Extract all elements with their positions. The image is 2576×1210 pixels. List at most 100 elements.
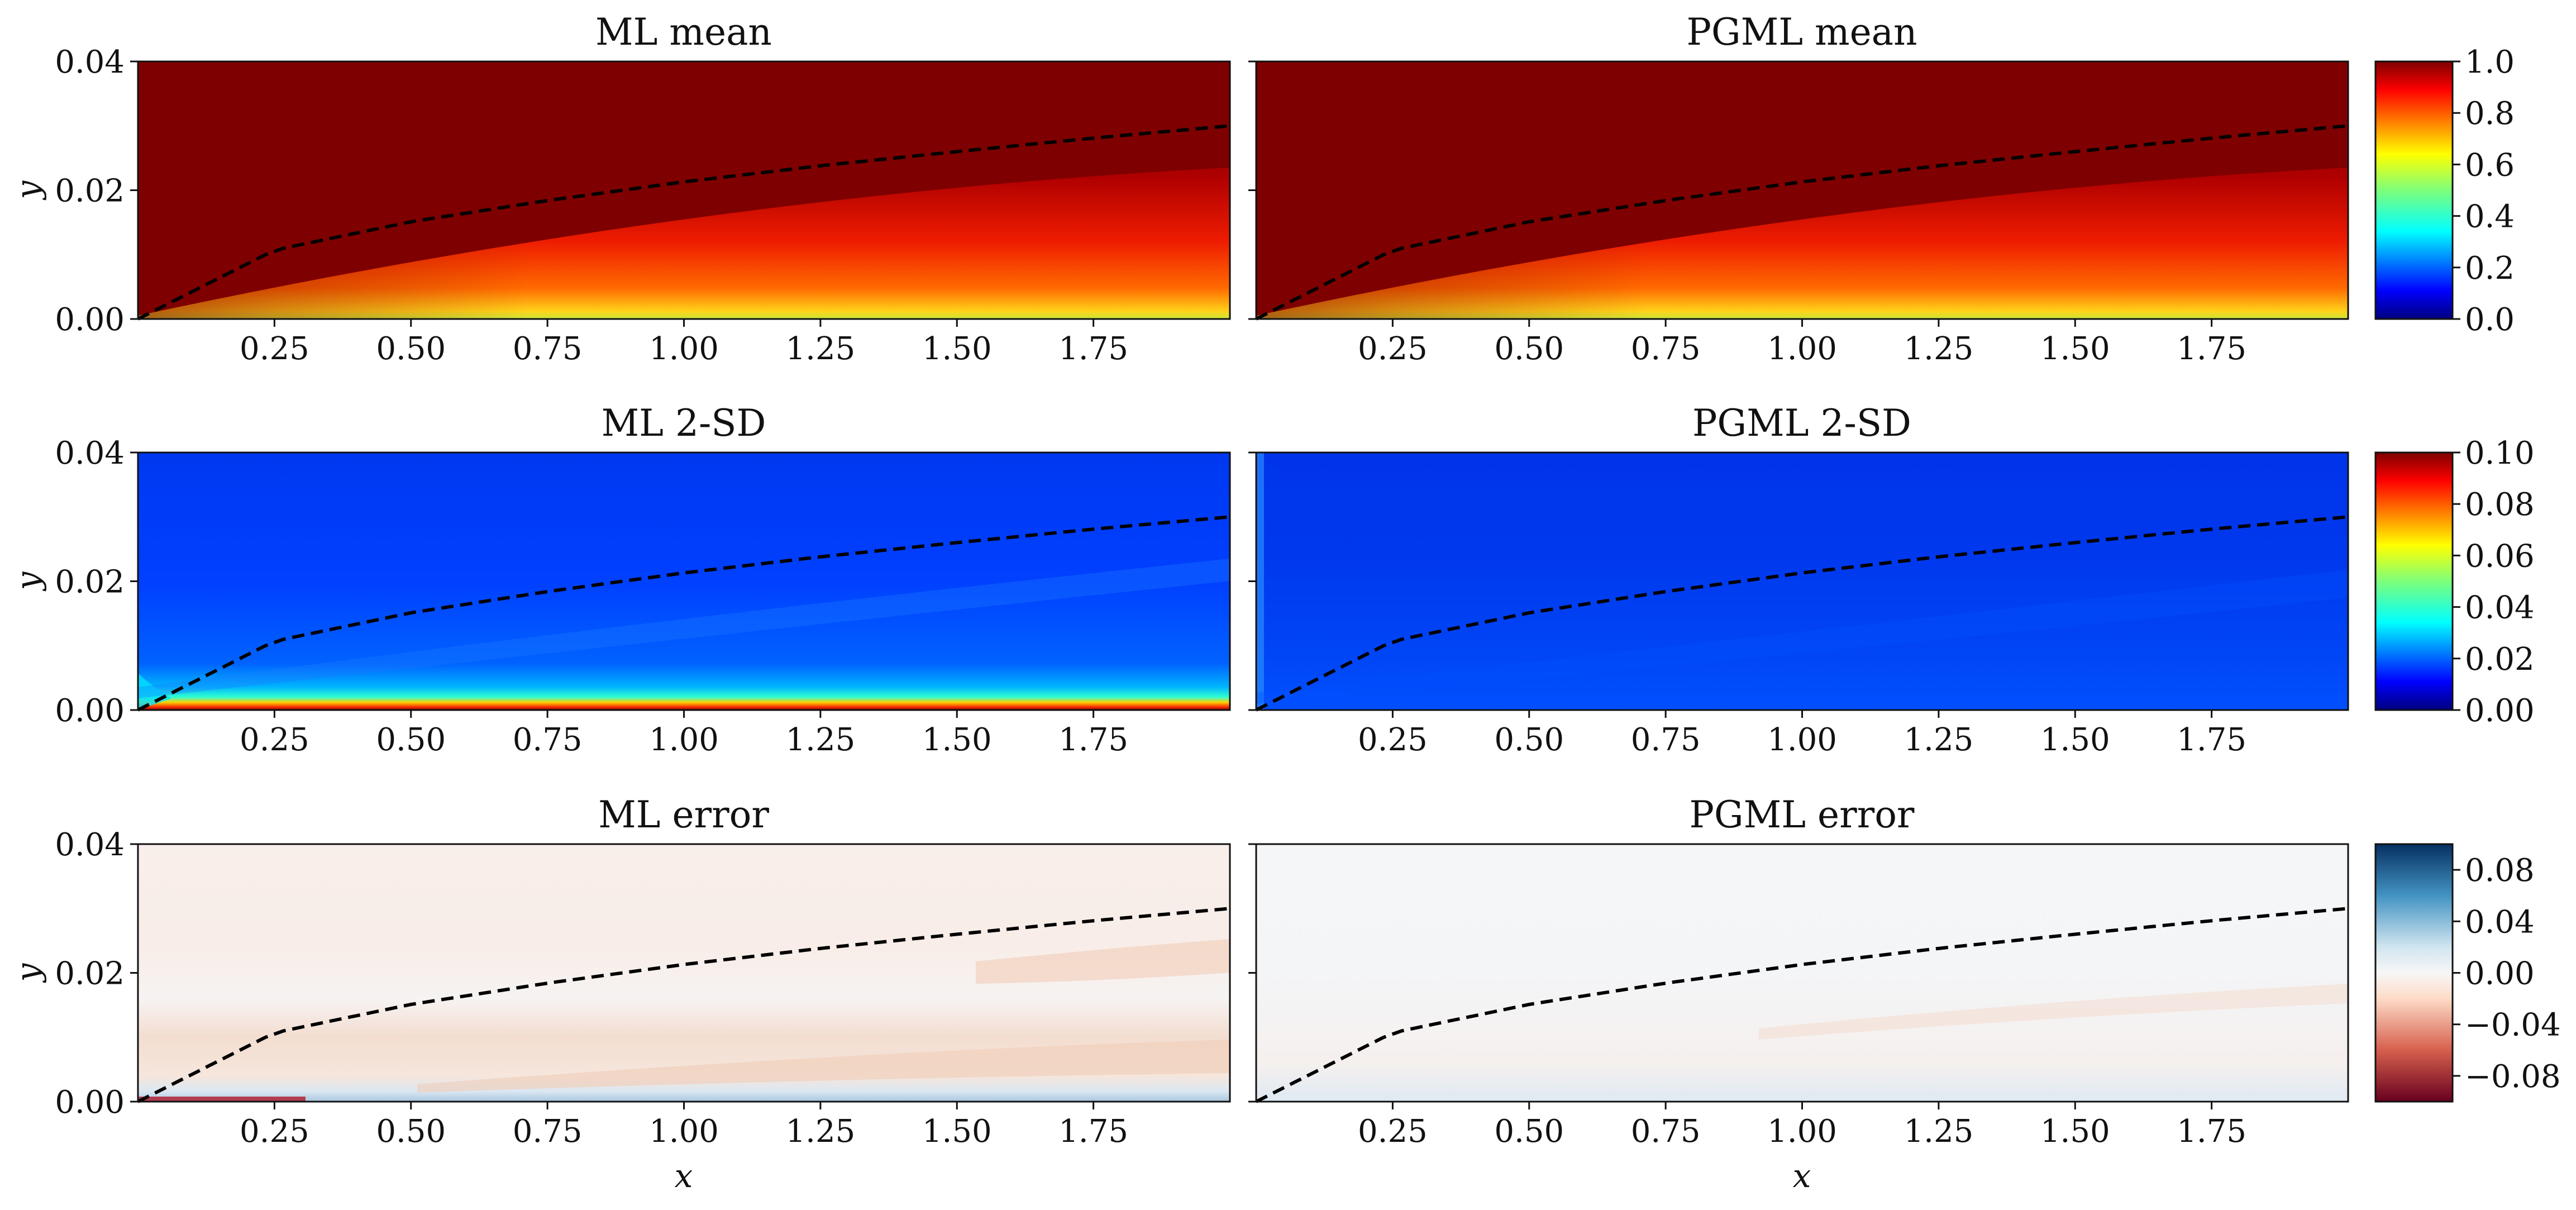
colorbar-tick-label: 0.04 xyxy=(2465,590,2535,626)
x-tick-label: 1.50 xyxy=(922,1113,992,1150)
x-tick-label: 1.25 xyxy=(786,1113,856,1150)
boundary-layer-curve xyxy=(137,907,1230,1103)
x-tick-label: 1.25 xyxy=(786,331,856,367)
x-tick-label: 1.00 xyxy=(649,722,719,758)
wall-band xyxy=(138,1097,306,1102)
x-axis-label: x xyxy=(1793,1157,1811,1195)
boundary-layer-curve xyxy=(137,515,1230,712)
panel-title: PGML mean xyxy=(1686,11,1917,54)
boundary-layer-curve xyxy=(137,124,1230,321)
colorbar-tick-label: 0.4 xyxy=(2465,199,2515,235)
panel-title: PGML error xyxy=(1690,793,1915,836)
x-tick-label: 1.00 xyxy=(649,331,719,367)
colorbar-tick-label: 0.08 xyxy=(2465,487,2535,523)
x-tick-label: 0.50 xyxy=(1494,722,1564,758)
colorbar-tick-label: 0.0 xyxy=(2465,302,2515,338)
x-tick-label: 0.50 xyxy=(1494,331,1564,367)
negative-streak xyxy=(417,1040,1230,1093)
colorbar-mean xyxy=(2374,60,2454,320)
colorbar-gradient xyxy=(2374,843,2454,1103)
y-tick-label: 0.04 xyxy=(55,827,125,863)
x-tick-label: 0.50 xyxy=(376,331,446,367)
colorbar-gradient xyxy=(2374,60,2454,320)
x-tick-label: 1.00 xyxy=(649,1113,719,1150)
y-tick-label: 0.02 xyxy=(55,173,125,209)
x-tick-label: 1.50 xyxy=(2040,331,2110,367)
x-tick-label: 1.25 xyxy=(1904,331,1974,367)
colorbar-tick-label: 0.02 xyxy=(2465,641,2535,678)
x-tick-label: 1.50 xyxy=(922,331,992,367)
panel-pgml-mean xyxy=(1255,60,2349,321)
x-tick-label: 0.25 xyxy=(240,331,309,367)
x-tick-label: 1.50 xyxy=(922,722,992,758)
axes-layer: 0.25 0.50 0.75 1.00 1.25 1.50 1.75 0.00 0.02 0.04… xyxy=(55,44,2560,1150)
y-tick-label: 0.04 xyxy=(55,435,125,471)
positive-streak xyxy=(1759,984,2348,1040)
x-tick-label: 0.25 xyxy=(1358,331,1428,367)
y-axis-label: y xyxy=(9,571,47,592)
panel-title: PGML 2-SD xyxy=(1692,402,1911,445)
panel-title: ML error xyxy=(598,793,769,836)
field-ml-2sd xyxy=(138,452,1230,710)
leading-edge-shade xyxy=(138,61,529,319)
x-tick-label: 1.25 xyxy=(786,722,856,758)
colorbar-tick-label: 0.00 xyxy=(2465,693,2535,729)
field-pgml-error xyxy=(1256,844,2348,1102)
y-tick-label: 0.00 xyxy=(55,693,125,729)
colorbar-tick-label: 0.06 xyxy=(2465,538,2535,574)
x-tick-label: 1.00 xyxy=(1767,722,1837,758)
positive-streak xyxy=(976,939,1230,984)
x-tick-label: 1.75 xyxy=(2177,331,2246,367)
x-tick-label: 0.25 xyxy=(1358,1113,1428,1150)
panel-title: ML mean xyxy=(595,11,772,54)
x-tick-label: 0.25 xyxy=(240,722,309,758)
colorbar-tick-label: 0.10 xyxy=(2465,435,2535,471)
y-axis-label: y xyxy=(9,963,47,983)
colorbar-tick-label: 0.04 xyxy=(2465,904,2535,940)
wake-streak xyxy=(1256,570,2348,704)
colorbar-tick-label: 0.00 xyxy=(2465,956,2535,992)
colorbar-tick-label: −0.04 xyxy=(2465,1007,2561,1044)
y-tick-label: 0.04 xyxy=(55,44,125,80)
x-tick-label: 0.75 xyxy=(1631,331,1701,367)
panel-ml-mean xyxy=(137,60,1231,321)
boundary-layer-curve xyxy=(1255,124,2349,321)
field-pgml-2sd xyxy=(1256,452,2348,710)
leading-edge-shade xyxy=(1256,61,1647,319)
y-tick-label: 0.00 xyxy=(55,1084,125,1121)
x-tick-label: 0.50 xyxy=(376,722,446,758)
colorbar-tick-label: −0.08 xyxy=(2465,1059,2561,1095)
x-tick-label: 1.75 xyxy=(1058,331,1128,367)
x-tick-label: 0.75 xyxy=(513,722,583,758)
y-tick-label: 0.00 xyxy=(55,302,125,338)
x-tick-label: 1.50 xyxy=(2040,722,2110,758)
panel-title: ML 2-SD xyxy=(602,402,766,445)
panel-ml-error xyxy=(137,843,1231,1103)
x-tick-label: 0.50 xyxy=(376,1113,446,1150)
x-tick-label: 1.75 xyxy=(1058,1113,1128,1150)
x-axis-label: x xyxy=(675,1157,693,1195)
colorbar-tick-label: 1.0 xyxy=(2465,44,2515,80)
colorbar-tick-label: 0.8 xyxy=(2465,96,2515,132)
colorbar-tick-label: 0.6 xyxy=(2465,147,2515,183)
x-tick-label: 0.75 xyxy=(1631,722,1701,758)
x-tick-label: 1.00 xyxy=(1767,331,1837,367)
colorbar-sd xyxy=(2374,451,2454,711)
x-tick-label: 1.75 xyxy=(2177,1113,2246,1150)
leading-edge-band xyxy=(1256,452,1264,710)
y-tick-label: 0.02 xyxy=(55,564,125,601)
x-tick-label: 0.75 xyxy=(513,331,583,367)
x-tick-label: 1.75 xyxy=(1058,722,1128,758)
panel-ml-2sd xyxy=(137,451,1231,712)
y-tick-label: 0.02 xyxy=(55,956,125,992)
x-tick-label: 0.25 xyxy=(240,1113,309,1150)
x-tick-label: 0.25 xyxy=(1358,722,1428,758)
boundary-layer-curve xyxy=(1255,907,2349,1103)
x-tick-label: 0.75 xyxy=(513,1113,583,1150)
x-tick-label: 1.25 xyxy=(1904,1113,1974,1150)
x-tick-label: 1.50 xyxy=(2040,1113,2110,1150)
colorbar-tick-label: 0.08 xyxy=(2465,852,2535,889)
panel-pgml-error xyxy=(1255,843,2349,1103)
x-tick-label: 1.00 xyxy=(1767,1113,1837,1150)
